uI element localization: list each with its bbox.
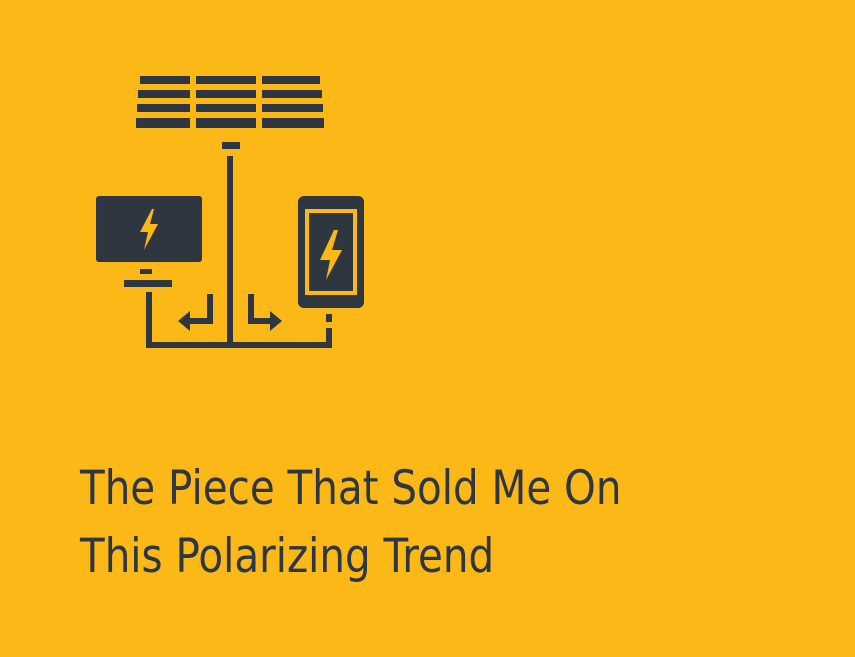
phone-lightning-icon <box>298 196 364 308</box>
solar-panel-charging-devices-icon <box>96 76 364 348</box>
headline-line-1: The Piece That Sold Me On <box>80 461 622 516</box>
headline-line-2: This Polarizing Trend <box>80 529 495 584</box>
arrow-left-icon <box>178 294 213 331</box>
monitor-lightning-icon <box>96 196 202 287</box>
solar-panel-icon <box>136 76 324 149</box>
article-headline[interactable]: The Piece That Sold Me On This Polarizin… <box>80 455 716 591</box>
arrow-right-icon <box>248 294 282 331</box>
